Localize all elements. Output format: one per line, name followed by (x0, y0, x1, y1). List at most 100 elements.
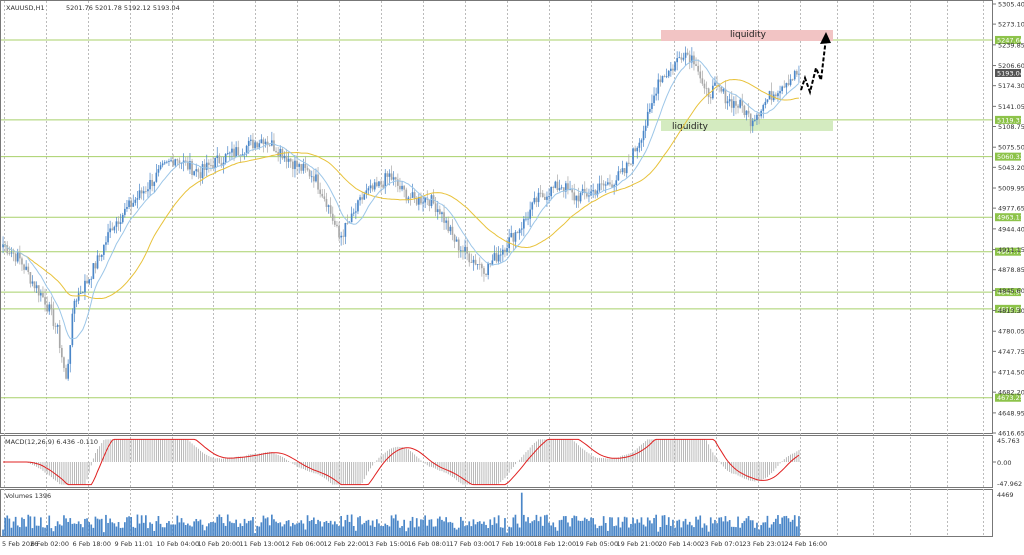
candle-body (134, 199, 137, 203)
time-label: 6 Feb 18:00 (73, 540, 112, 548)
candle-body (611, 184, 613, 188)
candle-body (229, 152, 231, 154)
liquidity-label-top: liquidity (730, 30, 767, 40)
candle-body (153, 181, 156, 187)
candle-body (174, 159, 177, 166)
candle-body (163, 162, 166, 164)
candle-body (86, 280, 88, 284)
price-tick-label: 4747.75 (998, 348, 1024, 356)
level-tag-label: 4907.72 (997, 248, 1024, 256)
candle-body (304, 163, 307, 168)
candle-body (107, 232, 109, 243)
candle-body (409, 197, 412, 199)
candle-body (298, 164, 300, 167)
candle-body (523, 219, 525, 229)
candle-body (58, 325, 61, 348)
candle-body (63, 357, 65, 368)
candle-body (548, 196, 550, 197)
candle-body (237, 147, 240, 156)
candle-body (644, 125, 647, 131)
candle-body (749, 113, 752, 127)
macd-scale-top: 45.763 (997, 437, 1020, 445)
candle-body (113, 226, 116, 231)
time-label: 6 Feb 02:00 (31, 540, 70, 548)
candle-body (560, 187, 563, 189)
candle-body (178, 160, 181, 164)
level-tag (995, 304, 1021, 313)
candle-body (250, 139, 252, 141)
candle-body (787, 83, 790, 85)
candle-body (256, 142, 258, 148)
candle-body (712, 85, 714, 99)
candle-body (680, 57, 683, 60)
candle-body (365, 190, 368, 195)
volume-bars (2, 492, 800, 536)
level-tag (995, 213, 1021, 222)
candle-body (132, 202, 135, 207)
candle-body (554, 181, 557, 188)
projection-arrowhead (820, 32, 831, 44)
candle-body (289, 158, 292, 162)
candle-body (695, 64, 697, 66)
candle-body (138, 190, 141, 199)
candle-body (100, 254, 103, 257)
candle-body (413, 192, 416, 199)
candle-body (485, 273, 487, 275)
candle-body (737, 105, 739, 108)
candle-body (468, 253, 471, 263)
price-tick-label: 4845.60 (998, 287, 1024, 295)
candle-body (327, 205, 330, 207)
candle-body (762, 104, 765, 111)
candle-body (573, 192, 576, 201)
price-tick-label: 4616.65 (998, 430, 1024, 438)
candle-body (40, 293, 42, 296)
candle-body (331, 213, 334, 221)
candle-body (661, 76, 664, 83)
candle-body (407, 197, 410, 201)
liquidity-label-bottom: liquidity (672, 122, 709, 132)
time-label: 5 Feb 2026 (2, 540, 38, 548)
volume-scale-top: 4469 (997, 491, 1014, 499)
price-tick-label: 5239.85 (998, 41, 1024, 49)
candle-body (77, 293, 80, 301)
candle-body (170, 160, 172, 162)
candle-body (733, 101, 735, 108)
candle-body (724, 88, 727, 104)
time-label: 19 Feb 21:00 (617, 540, 660, 548)
candle-body (69, 345, 72, 364)
candle-body (594, 190, 597, 196)
current-price-tag (995, 69, 1021, 77)
candle-body (126, 207, 128, 209)
candle-body (577, 195, 580, 202)
candle-body (21, 258, 23, 265)
level-tag (995, 288, 1021, 297)
candle-body (537, 192, 540, 203)
candle-body (617, 171, 620, 181)
candle-body (455, 239, 458, 242)
candle-body (741, 99, 744, 106)
candle-body (527, 218, 529, 220)
candle-body (478, 264, 481, 265)
candle-body (663, 76, 666, 77)
candle-body (203, 164, 206, 170)
candle-body (260, 139, 263, 144)
price-tick-label: 5043.20 (998, 164, 1024, 172)
candle-body (96, 255, 99, 269)
candle-body (756, 114, 758, 120)
candle-body (346, 223, 349, 224)
time-label: 20 Feb 14:00 (659, 540, 702, 548)
candle-body (130, 200, 132, 207)
candle-body (115, 221, 118, 227)
candle-body (48, 304, 51, 312)
candle-body (583, 188, 586, 194)
candle-body (233, 148, 235, 157)
candle-body (422, 202, 424, 204)
current-price-label: 5193.04 (997, 70, 1024, 78)
horizontal-levels: 5247.66 5119.31 5060.32 4963.11 4907.72 4842.… (1, 35, 1024, 402)
candle-body (84, 280, 86, 293)
candle-body (111, 228, 114, 231)
candle-body (29, 272, 32, 284)
candle-body (565, 183, 567, 192)
candle-body (495, 253, 498, 262)
